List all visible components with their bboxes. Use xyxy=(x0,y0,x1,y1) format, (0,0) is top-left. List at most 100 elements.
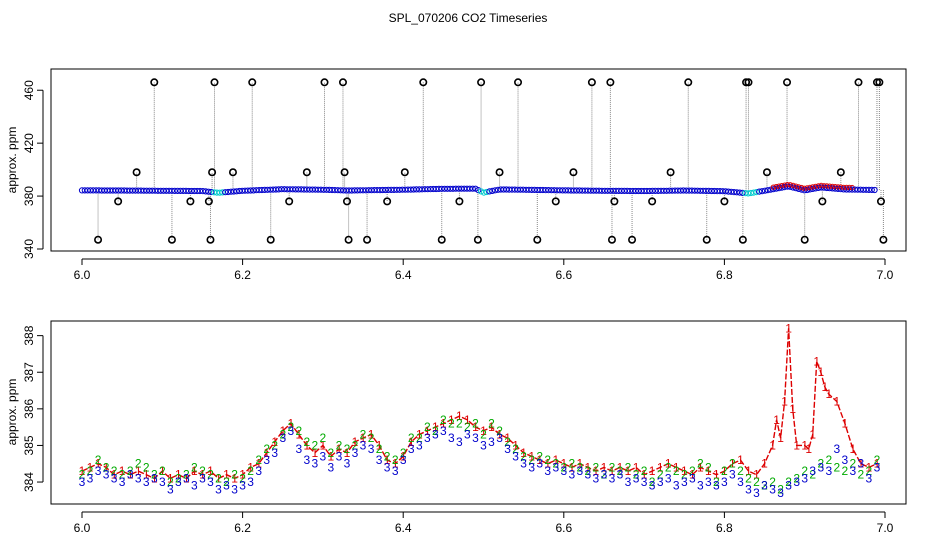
series-3-point: 3 xyxy=(721,475,728,489)
baseline-marker xyxy=(542,187,549,194)
series-2-point: 2 xyxy=(753,475,760,489)
series-3-point: 3 xyxy=(866,471,873,485)
series-1-point: 1 xyxy=(520,446,527,460)
baseline-marker xyxy=(517,186,524,193)
series-3-point: 3 xyxy=(320,449,327,463)
series-1-point: 1 xyxy=(79,464,86,478)
series-2-point: 2 xyxy=(287,420,294,434)
top-baseline-markers xyxy=(78,182,878,197)
series-3-point: 3 xyxy=(552,460,559,474)
series-1-point: 1 xyxy=(207,464,214,478)
top-x-tick-label: 6.6 xyxy=(555,268,572,282)
baseline-marker xyxy=(545,187,552,194)
series-1-point: 1 xyxy=(681,464,688,478)
series-1-point: 1 xyxy=(789,402,796,416)
outlier-marker xyxy=(738,235,747,244)
series-1-point: 1 xyxy=(488,420,495,434)
series-2-point: 2 xyxy=(127,464,134,478)
series-1-point: 1 xyxy=(633,460,640,474)
series-3-point: 3 xyxy=(633,471,640,485)
series-3-point: 3 xyxy=(344,457,351,471)
series-2-point: 2 xyxy=(544,453,551,467)
series-3-point: 3 xyxy=(295,442,302,456)
series-3-point: 3 xyxy=(303,453,310,467)
baseline-marker xyxy=(413,186,420,193)
series-2-point: 2 xyxy=(159,464,166,478)
series-1-point: 1 xyxy=(773,413,780,427)
outlier-marker xyxy=(455,197,464,206)
series-2-point: 2 xyxy=(488,417,495,431)
series-1-point: 1 xyxy=(689,468,696,482)
baseline-marker xyxy=(168,187,175,194)
series-2-point: 2 xyxy=(448,417,455,431)
series-2-point: 2 xyxy=(432,424,439,438)
series-1-point: 1 xyxy=(464,413,471,427)
outlier-marker xyxy=(94,235,103,244)
series-1-point: 1 xyxy=(805,442,812,456)
series-2-point: 2 xyxy=(464,420,471,434)
series-2-point: 2 xyxy=(79,468,86,482)
series-1-point: 1 xyxy=(850,442,857,456)
series-2-point: 2 xyxy=(512,442,519,456)
series-1-point: 1 xyxy=(199,468,206,482)
outlier-marker xyxy=(228,168,237,177)
series-1-point: 1 xyxy=(781,395,788,409)
series-2-point: 2 xyxy=(320,431,327,445)
series-2-point: 2 xyxy=(151,468,158,482)
series-1-point: 1 xyxy=(271,435,278,449)
outlier-marker xyxy=(338,78,347,87)
outlier-marker xyxy=(208,168,217,177)
series-1-point: 1 xyxy=(103,460,110,474)
series-1-point: 1 xyxy=(705,464,712,478)
series-1-point: 1 xyxy=(344,446,351,460)
series-2-point: 2 xyxy=(809,468,816,482)
series-2-point: 2 xyxy=(295,424,302,438)
series-1-point: 1 xyxy=(649,464,656,478)
outlier-marker xyxy=(648,197,657,206)
series-1-point: 1 xyxy=(247,460,254,474)
series-2-point: 2 xyxy=(665,460,672,474)
series-1-point: 1 xyxy=(448,413,455,427)
outlier-marker xyxy=(818,197,827,206)
outlier-marker xyxy=(854,78,863,87)
baseline-marker xyxy=(359,187,367,194)
baseline-marker xyxy=(759,188,766,195)
baseline-marker xyxy=(275,186,282,193)
series-3-point: 3 xyxy=(368,442,375,456)
series-3-point: 3 xyxy=(657,475,664,489)
series-2-point: 2 xyxy=(103,460,110,474)
series-1-point: 1 xyxy=(376,438,383,452)
bottom-x-tick-label: 6.4 xyxy=(395,521,412,535)
outlier-marker xyxy=(514,78,523,87)
series-2-point: 2 xyxy=(745,471,752,485)
series-1-point: 1 xyxy=(721,464,728,478)
outlier-marker xyxy=(204,197,213,206)
series-2-point: 2 xyxy=(713,475,720,489)
series-3-point: 3 xyxy=(247,475,254,489)
bottom-x-tick-label: 7.0 xyxy=(877,521,894,535)
baseline-marker xyxy=(705,187,712,194)
bottom-x-tick-label: 6.8 xyxy=(716,521,733,535)
outlier-marker xyxy=(720,197,729,206)
outlier-marker xyxy=(666,168,675,177)
series-1-point: 1 xyxy=(312,446,319,460)
series-1-point: 1 xyxy=(825,387,832,401)
series-3-point: 3 xyxy=(271,446,278,460)
baseline-marker xyxy=(792,185,800,192)
series-1-line xyxy=(81,328,878,480)
baseline-marker xyxy=(118,187,125,194)
outlier-marker xyxy=(363,235,372,244)
baseline-marker xyxy=(382,186,389,194)
series-2-point: 2 xyxy=(368,431,375,445)
baseline-marker xyxy=(466,185,473,192)
series-3-point: 3 xyxy=(874,460,881,474)
series-1-point: 1 xyxy=(552,453,559,467)
series-1-point: 1 xyxy=(392,457,399,471)
series-2-point: 2 xyxy=(95,453,102,467)
series-3-point: 3 xyxy=(729,468,736,482)
series-3-point: 3 xyxy=(745,482,752,496)
outlier-marker xyxy=(551,197,560,206)
series-3-point: 3 xyxy=(287,424,294,438)
outlier-marker xyxy=(266,235,275,244)
outlier-marker xyxy=(836,168,845,177)
